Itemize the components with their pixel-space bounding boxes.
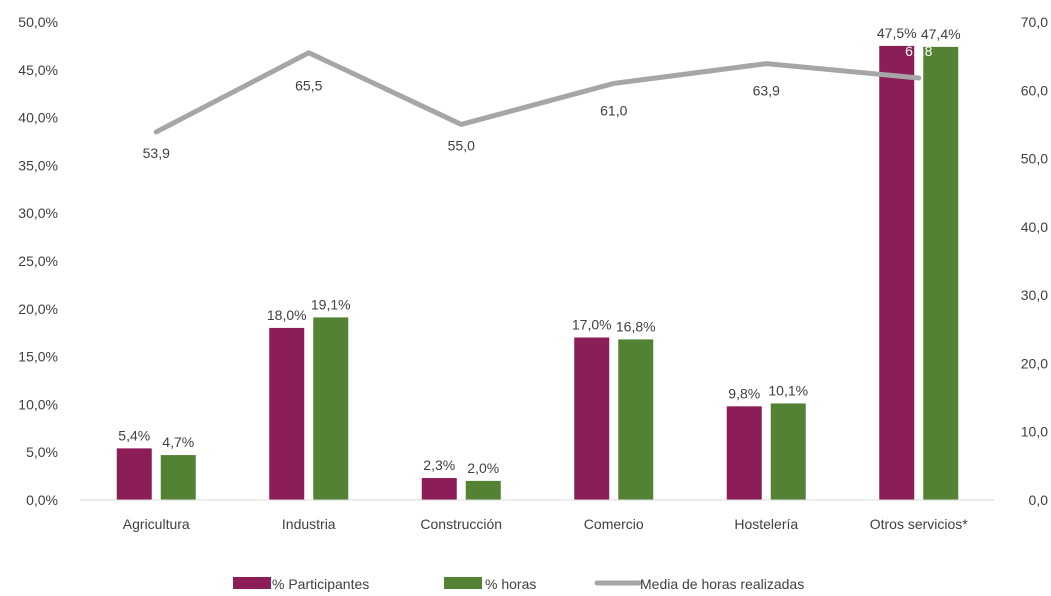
left-axis-tick-label: 5,0% <box>26 444 58 460</box>
left-axis-tick-label: 15,0% <box>18 349 58 365</box>
right-axis-tick-label: 30,0 <box>1021 287 1048 303</box>
category-label: Comercio <box>584 516 644 532</box>
bar-value-label: 47,4% <box>921 26 961 42</box>
bar-value-label: 10,1% <box>768 382 808 398</box>
left-axis-tick-label: 35,0% <box>18 157 58 173</box>
category-label: Construcción <box>420 516 502 532</box>
bar-value-label: 16,8% <box>616 318 656 334</box>
left-axis-tick-label: 25,0% <box>18 253 58 269</box>
bar-value-label: 2,0% <box>467 460 499 476</box>
right-axis-tick-label: 10,0 <box>1021 424 1048 440</box>
bar-value-label: 18,0% <box>267 307 307 323</box>
line-series <box>153 50 922 135</box>
bar-horas <box>923 46 959 501</box>
legend-label: % Participantes <box>272 576 369 592</box>
right-y-axis: 0,0 10,0 20,0 30,0 40,0 50,0 60,0 70,0 <box>1021 14 1048 508</box>
line-value-label: 61,0 <box>600 102 627 118</box>
category-label: Industria <box>282 516 336 532</box>
bar-participantes <box>726 406 762 500</box>
line-value-label: 55,0 <box>448 137 475 153</box>
left-axis-tick-label: 20,0% <box>18 301 58 317</box>
category-label: Otros servicios* <box>870 516 969 532</box>
category-label: Agricultura <box>123 516 190 532</box>
right-axis-tick-label: 0,0 <box>1029 492 1049 508</box>
legend: % Participantes % horas Media de horas rea… <box>233 576 804 592</box>
line-value-label: 63,9 <box>753 83 780 99</box>
line-value-label: 61,8 <box>905 43 932 59</box>
bar-value-label: 47,5% <box>877 25 917 41</box>
left-axis-tick-label: 0,0% <box>26 492 58 508</box>
left-axis-tick-label: 30,0% <box>18 205 58 221</box>
legend-swatch <box>233 577 271 589</box>
right-axis-tick-label: 40,0 <box>1021 219 1048 235</box>
left-axis-tick-label: 40,0% <box>18 110 58 126</box>
left-axis-tick-label: 45,0% <box>18 62 58 78</box>
right-axis-tick-label: 20,0 <box>1021 355 1048 371</box>
data-labels: 5,4% 18,0% 2,3% 17,0% 9,8% 47,5% 4,7% 19,1% 2,0%… <box>118 25 960 476</box>
bar-participantes <box>574 337 610 500</box>
bar-value-label: 9,8% <box>728 385 760 401</box>
bar-participantes <box>421 478 457 500</box>
bar-value-label: 19,1% <box>311 296 351 312</box>
category-label: Hostelería <box>734 516 798 532</box>
line-media-horas <box>153 50 922 135</box>
bar-value-label: 5,4% <box>118 427 150 443</box>
bar-value-label: 17,0% <box>572 316 612 332</box>
bar-horas <box>160 455 196 500</box>
left-axis-tick-label: 10,0% <box>18 396 58 412</box>
right-axis-tick-label: 60,0 <box>1021 82 1048 98</box>
line-value-label: 65,5 <box>295 78 322 94</box>
line-value-label: 53,9 <box>143 145 170 161</box>
right-axis-tick-label: 70,0 <box>1021 14 1048 30</box>
bar-participantes <box>269 327 305 500</box>
bar-horas <box>618 339 654 500</box>
left-y-axis: 0,0% 5,0% 10,0% 15,0% 20,0% 25,0% 30,0% 35,0% 40… <box>18 14 58 508</box>
bar-horas <box>465 480 501 500</box>
x-axis: Agricultura Industria Construcción Comercio… <box>80 499 995 532</box>
legend-label: % horas <box>485 576 536 592</box>
bar-participantes <box>879 45 915 501</box>
bars <box>116 45 959 501</box>
bar-participantes <box>116 448 152 500</box>
bar-horas <box>770 403 806 500</box>
left-axis-tick-label: 50,0% <box>18 14 58 30</box>
legend-label: Media de horas realizadas <box>640 576 804 592</box>
bar-value-label: 2,3% <box>423 457 455 473</box>
bar-value-label: 4,7% <box>162 434 194 450</box>
right-axis-tick-label: 50,0 <box>1021 151 1048 167</box>
bar-horas <box>313 317 349 500</box>
legend-swatch <box>444 577 482 589</box>
